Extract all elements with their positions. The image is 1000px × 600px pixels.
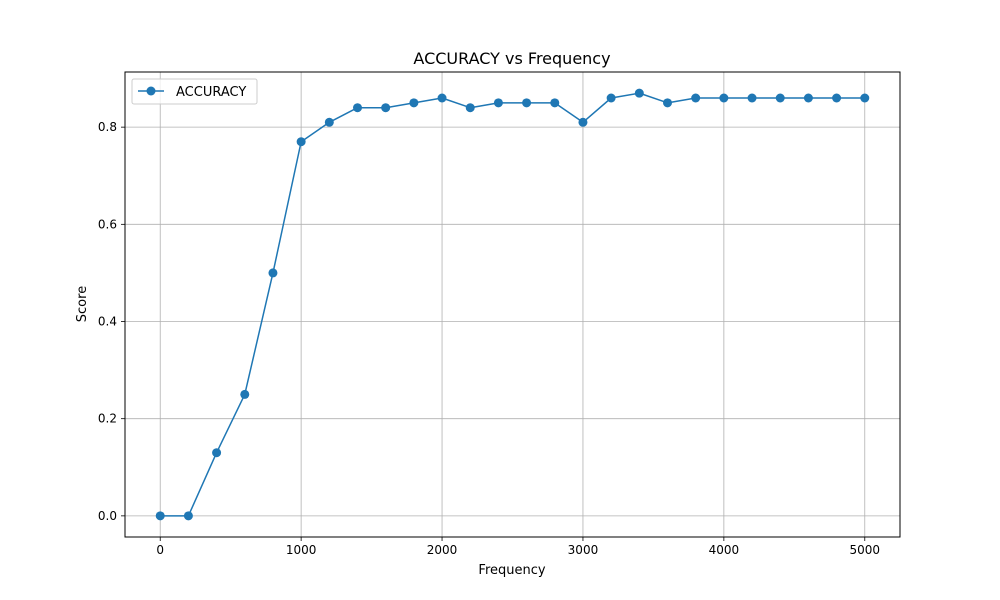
chart-title: ACCURACY vs Frequency [413, 49, 610, 68]
data-point [324, 117, 334, 127]
legend-label-accuracy: ACCURACY [176, 85, 246, 100]
y-axis-ticks: 0.0 0.2 0.4 0.6 0.8 [98, 120, 125, 523]
data-point [465, 103, 475, 113]
y-tick-label: 0.6 [98, 217, 117, 231]
data-point [578, 117, 588, 127]
data-point [747, 93, 757, 103]
data-point [296, 137, 306, 147]
y-tick-label: 0.4 [98, 315, 117, 329]
legend-marker-accuracy [146, 86, 156, 96]
data-point [522, 98, 532, 108]
data-point [663, 98, 672, 108]
data-point [634, 88, 644, 98]
plot-frame [124, 71, 901, 538]
legend-box [131, 78, 258, 105]
data-point [719, 93, 729, 103]
data-point [860, 93, 870, 103]
data-point [691, 93, 701, 103]
x-axis-ticks: 0 1000 2000 3000 4000 5000 [156, 537, 880, 557]
data-point [409, 98, 419, 108]
data-point [268, 268, 278, 278]
series-line-accuracy [160, 92, 865, 517]
data-point [183, 511, 193, 521]
y-tick-label: 0.2 [98, 412, 117, 426]
grid [125, 72, 900, 537]
data-point [240, 389, 250, 399]
data-point [493, 98, 503, 108]
x-tick-label: 2000 [427, 543, 458, 557]
legend: ACCURACY [131, 78, 258, 105]
data-point [212, 448, 222, 458]
x-axis-label: Frequency [478, 563, 545, 578]
data-point [803, 93, 813, 103]
series-layer [155, 88, 870, 521]
y-tick-label: 0.0 [98, 509, 117, 523]
y-tick-label: 0.8 [98, 120, 117, 134]
data-point [381, 103, 391, 113]
x-tick-label: 3000 [568, 543, 599, 557]
y-axis-label: Score [75, 286, 90, 322]
x-tick-label: 5000 [849, 543, 880, 557]
data-point [353, 103, 362, 113]
data-point [437, 93, 447, 103]
x-tick-label: 1000 [286, 543, 317, 557]
x-tick-label: 4000 [709, 543, 740, 557]
data-point [550, 98, 560, 108]
data-point [606, 93, 616, 103]
x-tick-label: 0 [156, 543, 164, 557]
data-point [155, 511, 165, 521]
data-point [832, 93, 842, 103]
data-point [775, 93, 785, 103]
